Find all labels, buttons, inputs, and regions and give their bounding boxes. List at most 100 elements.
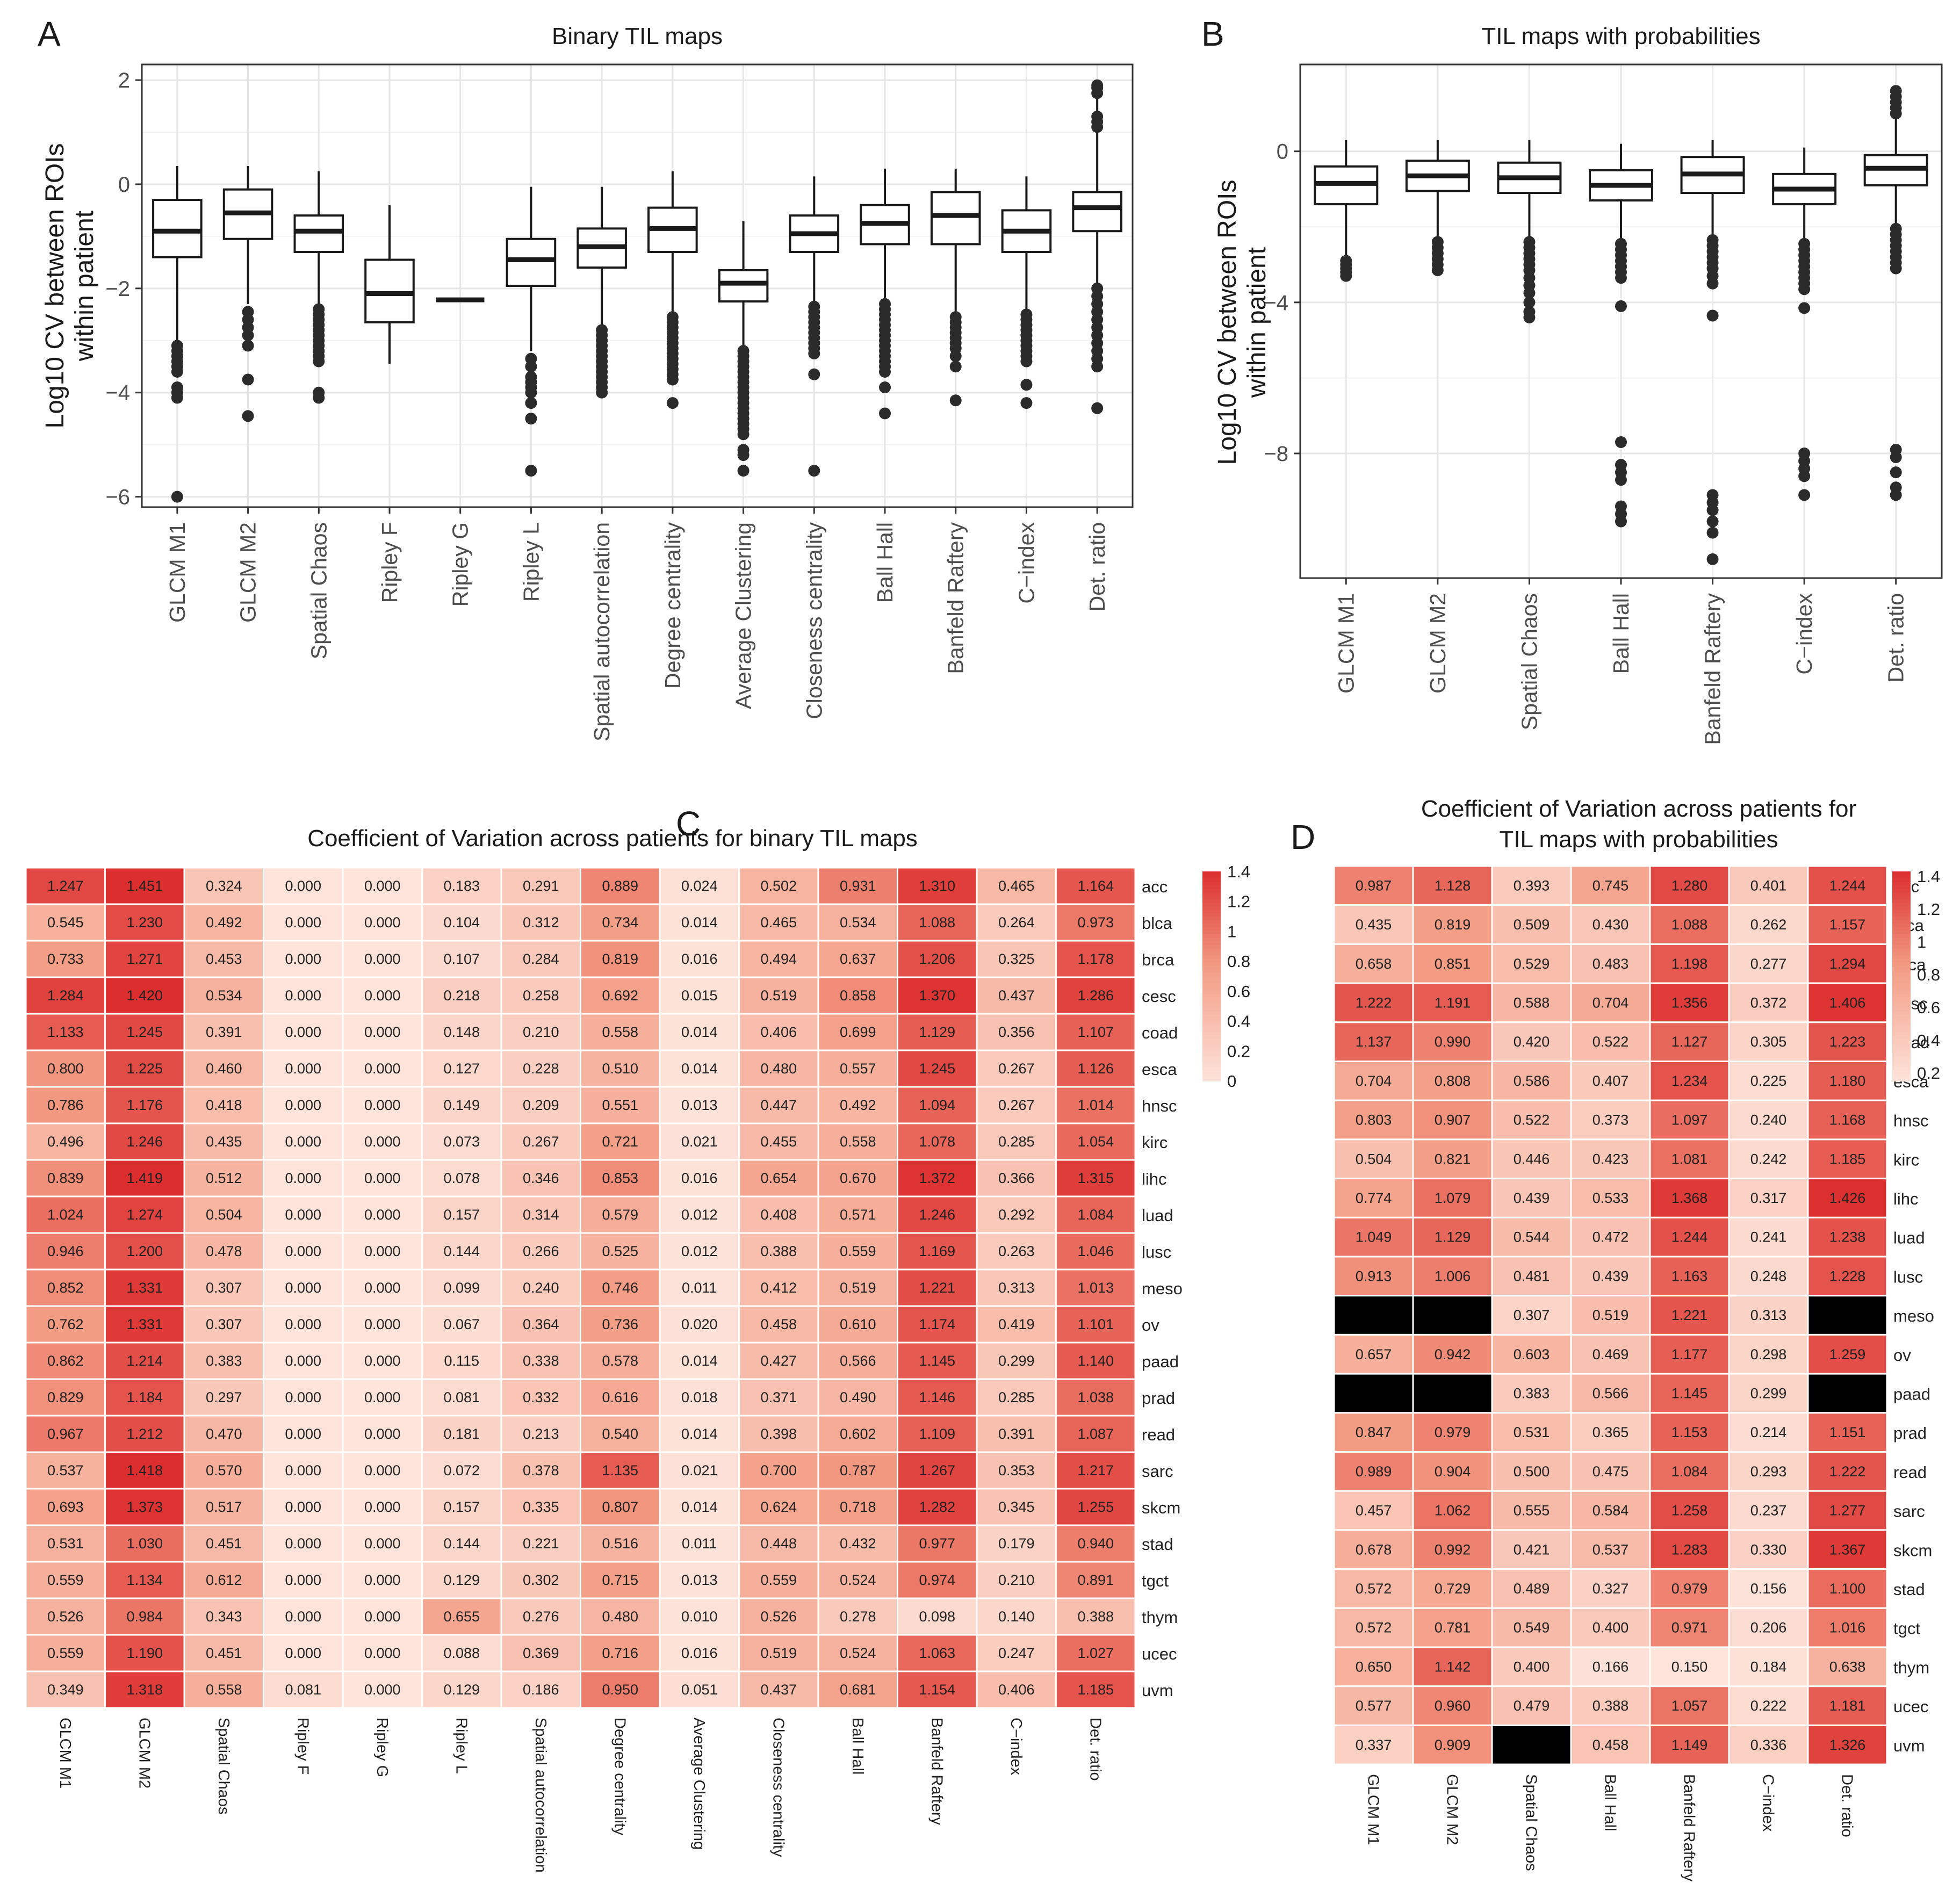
box-glcm-m2 [1405, 140, 1470, 277]
outlier-point [1020, 379, 1033, 391]
heatmap-cell [1055, 1451, 1136, 1490]
cell-value: 0.000 [285, 1170, 321, 1186]
cell-value: 0.078 [443, 1170, 480, 1186]
colorbar-segment [1202, 899, 1221, 904]
heatmap-row: 0.913 1.006 0.481 0.439 1.163 0.248 1.228 [1333, 1256, 1888, 1297]
x-tick-label: C−index [1014, 522, 1039, 604]
colorbar-segment [1892, 1021, 1911, 1026]
box-degree-centrality [647, 171, 698, 409]
heatmap-cell [500, 1561, 581, 1599]
heatmap-cell [183, 1268, 264, 1307]
cell-value: 0.000 [364, 1316, 401, 1332]
cell-value: 0.746 [602, 1280, 638, 1296]
heatmap-cell [1412, 1724, 1493, 1765]
cell-value: 0.000 [285, 1316, 321, 1332]
cell-value: 1.088 [1671, 917, 1708, 933]
colorbar-segment [1202, 937, 1221, 942]
cell-value: 1.451 [126, 878, 163, 894]
cell-value: 0.248 [1750, 1268, 1787, 1284]
cell-value: 0.559 [760, 1572, 797, 1588]
heatmap-cell [421, 1634, 502, 1672]
cell-value: 0.264 [998, 914, 1035, 931]
outlier-point [1798, 489, 1811, 501]
outlier-point [525, 413, 537, 425]
chart-title: Coefficient of Variation across patients… [1421, 796, 1856, 822]
heatmap-cell [1333, 1256, 1414, 1297]
heatmap-cell [1728, 1685, 1809, 1726]
cell-value: 0.469 [1592, 1346, 1629, 1362]
colorbar-segment [1202, 1007, 1221, 1012]
row-label: tgct [1893, 1619, 1920, 1638]
cell-value: 1.107 [1077, 1024, 1114, 1040]
heatmap-cell [1570, 904, 1651, 945]
cell-value: 0.336 [1750, 1737, 1787, 1753]
outlier-point [596, 386, 608, 399]
heatmap-row: 0.435 0.819 0.509 0.430 1.088 0.262 1.157 [1333, 904, 1888, 945]
box-iqr [718, 269, 769, 303]
heatmap-cell [976, 1049, 1057, 1088]
cell-value: 0.526 [47, 1609, 84, 1625]
x-tick-label: Ripley L [518, 522, 543, 602]
cell-value: 1.244 [1829, 877, 1866, 893]
heatmap-cell [183, 1342, 264, 1380]
cell-value: 0.021 [681, 1134, 718, 1150]
heatmap-cell [659, 1597, 740, 1636]
x-tick-label: Banfeld Raftery [1700, 593, 1725, 745]
heatmap-cell-missing [1412, 1373, 1493, 1414]
row-label: prad [1893, 1424, 1927, 1443]
outlier-point [808, 348, 820, 360]
heatmap-cell [817, 1415, 898, 1453]
column-label: Det. ratio [1086, 1718, 1104, 1781]
cell-value: 1.246 [919, 1207, 955, 1223]
outlier-point [525, 465, 537, 477]
cell-value: 1.271 [126, 951, 163, 967]
cell-value: 0.577 [1356, 1698, 1392, 1714]
heatmap-cell [421, 1305, 502, 1344]
cell-value: 0.186 [523, 1682, 559, 1698]
cell-value: 1.079 [1435, 1190, 1471, 1206]
heatmap-cell [1649, 1138, 1730, 1180]
cell-value: 0.990 [1435, 1034, 1471, 1050]
cell-value: 1.185 [1829, 1151, 1866, 1167]
heatmap-row: 0.839 1.419 0.512 0.000 0.000 0.078 0.346 0.853… [25, 1159, 1136, 1198]
heatmap-cell [1333, 1568, 1414, 1609]
heatmap-cell [1807, 982, 1888, 1023]
box-c-index [1772, 147, 1837, 501]
outlier-point [1890, 451, 1902, 464]
heatmap-cell [342, 1049, 423, 1088]
colorbar-segment [1892, 1007, 1911, 1012]
column-label: Ripley L [452, 1718, 470, 1774]
cell-value: 0.221 [523, 1535, 559, 1552]
heatmap-row: 0.862 1.214 0.383 0.000 0.000 0.115 0.338 0.578… [25, 1342, 1136, 1380]
outlier-point [242, 329, 254, 342]
colorbar-segment [1202, 878, 1221, 883]
heatmap-cell [817, 1049, 898, 1088]
cell-value: 1.247 [47, 878, 84, 894]
colorbar-tick-label: 0.6 [1227, 982, 1250, 1001]
colorbar-tick-label: 1.2 [1917, 900, 1940, 919]
box-banfeld-raftery [1680, 140, 1745, 565]
heatmap-cell [421, 1378, 502, 1417]
heatmap-cell [1055, 1342, 1136, 1380]
cell-value: 1.222 [1829, 1463, 1866, 1480]
heatmap-cell [1333, 943, 1414, 984]
cell-value: 0.512 [206, 1170, 242, 1186]
cell-value: 0.356 [998, 1024, 1035, 1040]
heatmap-row: 0.989 0.904 0.500 0.475 1.084 0.293 1.222 [1333, 1451, 1888, 1492]
colorbar-tick-label: 1 [1917, 933, 1926, 951]
heatmap-cell [976, 1232, 1057, 1271]
outlier-point [1523, 311, 1536, 323]
heatmap-cell [897, 1013, 978, 1051]
colorbar-segment [1202, 997, 1221, 1001]
cell-value: 1.200 [126, 1243, 163, 1259]
cell-value: 0.412 [760, 1280, 797, 1296]
cell-value: 0.284 [523, 951, 559, 967]
outlier-point [313, 355, 325, 367]
cell-value: 0.000 [364, 1682, 401, 1698]
colorbar-segment [1202, 892, 1221, 897]
y-tick-label: −6 [105, 486, 130, 509]
cell-value: 0.572 [1356, 1620, 1392, 1636]
cell-value: 0.014 [681, 1024, 718, 1040]
outlier-point [1091, 79, 1104, 91]
chart-title: TIL maps with probabilities [1481, 23, 1760, 49]
